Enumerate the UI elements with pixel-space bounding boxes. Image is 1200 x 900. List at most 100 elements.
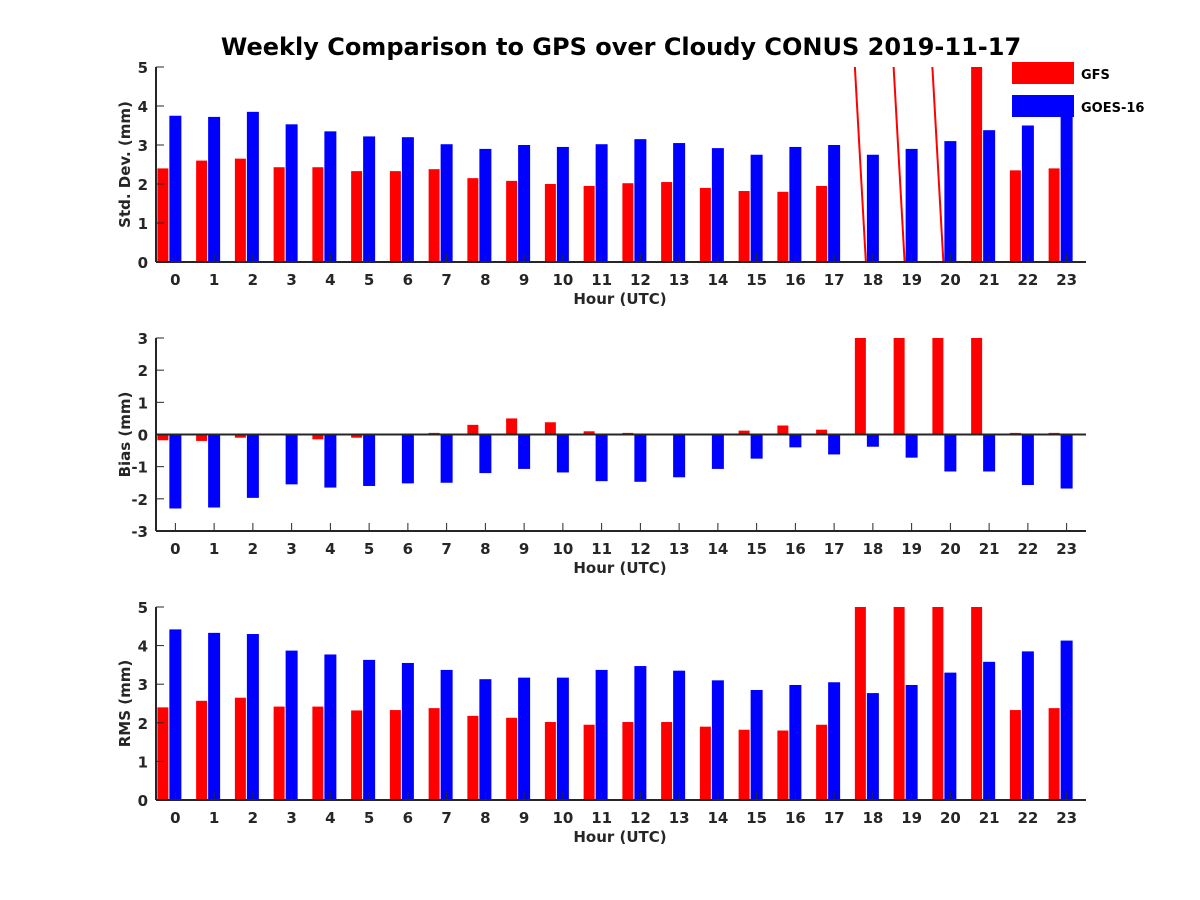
bar-gfs [157,168,169,262]
x-tick-label: 6 [403,540,413,558]
legend-label-gfs: GFS [1081,68,1110,83]
bar-gfs [777,425,789,435]
bar-goes16 [324,131,337,262]
bar-goes16 [324,654,337,800]
x-tick-label: 2 [248,271,258,289]
bar-goes16 [789,146,802,262]
bar-goes16 [479,148,492,262]
bar-gfs [544,722,556,800]
bar-gfs [931,66,945,263]
y-tick-label: 0 [138,254,148,272]
y-tick-label: 1 [138,394,148,412]
x-tick-label: 2 [248,809,258,827]
x-tick-label: 0 [170,809,180,827]
bar-gfs [583,724,595,800]
bar-goes16 [285,124,298,262]
x-tick-label: 15 [746,540,767,558]
bar-goes16 [169,434,182,509]
x-axis-label: Hour (UTC) [573,828,666,846]
bar-gfs [971,338,983,435]
x-tick-label: 15 [746,271,767,289]
y-tick-label: -3 [131,523,148,541]
bar-goes16 [479,679,492,800]
bar-goes16 [556,434,569,473]
bar-gfs [506,180,518,262]
bar-goes16 [479,434,492,474]
bar-goes16 [401,662,414,800]
bar-gfs [1048,708,1060,800]
bar-gfs [312,167,324,262]
bar-gfs [854,338,866,435]
y-tick-label: 4 [138,98,148,116]
y-tick-label: 0 [138,427,148,445]
bar-goes16 [363,136,376,262]
bar-gfs [738,729,750,800]
x-tick-label: 20 [940,809,961,827]
bar-goes16 [673,434,686,478]
y-tick-label: -1 [131,459,148,477]
bar-goes16 [518,434,531,469]
bar-goes16 [789,434,802,448]
bar-goes16 [634,139,647,262]
x-tick-label: 0 [170,271,180,289]
bar-gfs [157,434,169,441]
x-tick-label: 12 [630,271,651,289]
x-tick-label: 17 [824,540,845,558]
bar-gfs [622,183,634,262]
x-tick-label: 10 [552,540,573,558]
bar-gfs [816,429,828,435]
bar-gfs [234,697,246,800]
bar-gfs [816,185,828,262]
bar-goes16 [440,144,453,262]
x-tick-label: 1 [209,809,219,827]
x-tick-label: 22 [1017,540,1038,558]
x-tick-label: 7 [441,540,451,558]
bar-gfs [389,171,401,262]
x-tick-label: 11 [591,540,612,558]
x-tick-label: 7 [441,271,451,289]
bar-goes16 [944,434,957,472]
bar-goes16 [1021,125,1034,262]
subplot-3: 0 1 2 3 4 5 6 7 8 9 10 11 12 13 14 15 16 17 18 19 20 21 22 2301… [116,599,1086,846]
x-tick-label: 18 [862,540,883,558]
bar-goes16 [169,629,182,800]
bar-gfs [854,607,866,800]
bar-gfs [312,434,324,440]
x-tick-label: 21 [979,271,1000,289]
x-tick-label: 3 [286,540,296,558]
x-tick-label: 20 [940,540,961,558]
bar-goes16 [634,434,647,482]
x-tick-label: 12 [630,809,651,827]
x-tick-label: 21 [979,809,1000,827]
x-tick-label: 19 [901,809,922,827]
bar-goes16 [208,116,221,262]
x-tick-label: 13 [669,809,690,827]
bar-goes16 [208,434,221,508]
bar-goes16 [363,659,376,800]
bar-goes16 [595,669,608,800]
bar-gfs [661,722,673,800]
x-axis-label: Hour (UTC) [573,559,666,577]
x-tick-label: 20 [940,271,961,289]
x-tick-label: 4 [325,809,335,827]
y-tick-label: 2 [138,176,148,194]
bar-goes16 [324,434,337,488]
bar-goes16 [828,434,841,455]
bar-gfs [196,434,208,441]
bar-gfs [157,707,169,800]
bar-gfs [351,434,363,438]
bar-gfs [428,169,440,262]
y-tick-label: 1 [138,753,148,771]
legend-swatch-goes16 [1012,95,1074,117]
bar-goes16 [711,680,724,800]
x-tick-label: 6 [403,271,413,289]
bar-gfs [234,434,246,438]
bar-goes16 [711,148,724,262]
bar-gfs [892,66,906,263]
bar-gfs [1009,170,1021,262]
bar-gfs [506,717,518,800]
bar-goes16 [673,143,686,262]
bar-gfs [777,191,789,262]
x-axis-label: Hour (UTC) [573,290,666,308]
bar-gfs [389,710,401,800]
